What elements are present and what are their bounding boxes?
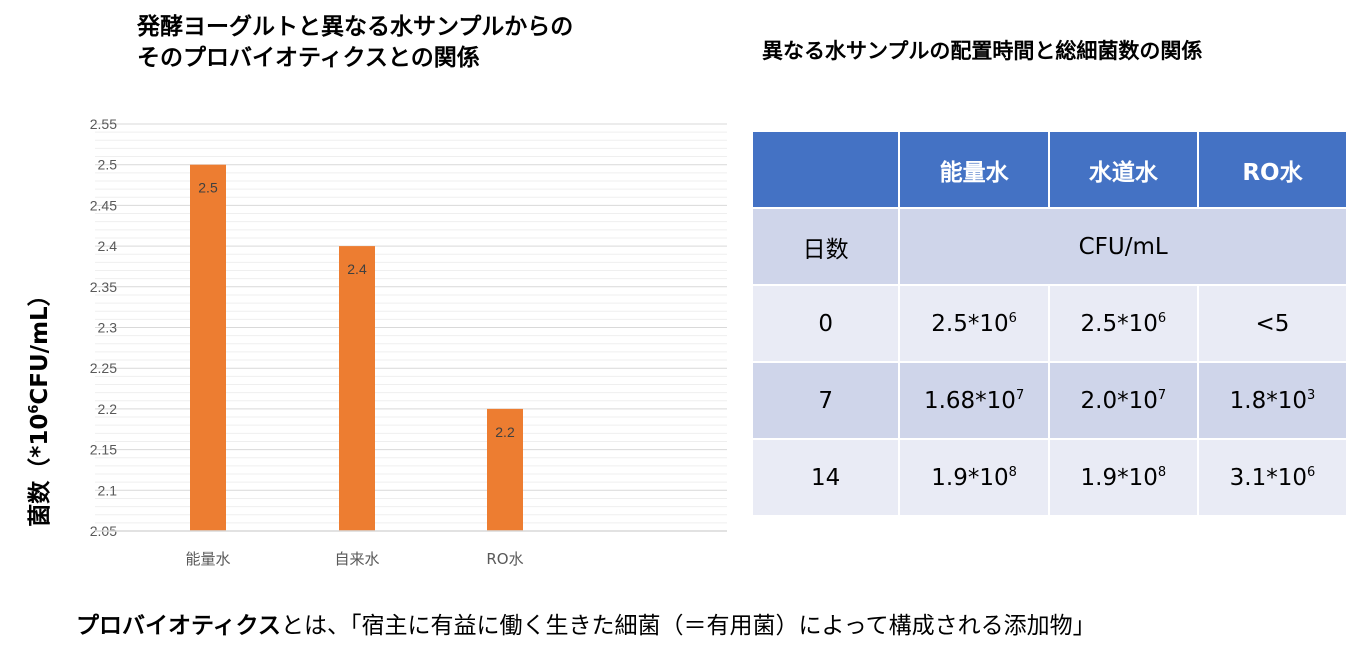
x-tick-label: RO水 (486, 550, 523, 568)
data-label: 2.2 (495, 424, 515, 440)
y-tick-label: 2.1 (98, 482, 118, 498)
y-tick-label: 2.2 (98, 401, 118, 417)
y-tick-label: 2.55 (90, 116, 117, 132)
footer-term: プロバイオティクス (76, 613, 281, 639)
cfu-table: 能量水 水道水 RO水 日数 CFU/mL 0 2.5*106 2.5*106 <5 7 1.… (750, 130, 1349, 517)
y-tick-label: 2.35 (90, 279, 117, 295)
value-cell: 2.5*106 (1047, 284, 1199, 363)
y-tick-label: 2.15 (90, 442, 117, 458)
day-cell: 14 (750, 438, 901, 517)
value-cell: 1.9*108 (898, 438, 1050, 517)
value-cell: 2.0*107 (1047, 361, 1199, 440)
table-row: 14 1.9*108 1.9*108 3.1*106 (750, 438, 1349, 517)
table-row: 7 1.68*107 2.0*107 1.8*103 (750, 361, 1349, 440)
unit-cell: CFU/mL (898, 207, 1348, 286)
table-row: 0 2.5*106 2.5*106 <5 (750, 284, 1349, 363)
bar (487, 408, 523, 531)
y-tick-label: 2.3 (98, 320, 118, 336)
y-tick-label: 2.25 (90, 360, 117, 376)
y-tick-label: 2.5 (98, 157, 118, 173)
value-cell: 2.5*106 (898, 284, 1050, 363)
column-header (750, 130, 901, 209)
value-cell: 3.1*106 (1196, 438, 1349, 517)
chart-title-line-2: そのプロバイオティクスとの関係 (137, 45, 480, 71)
day-cell: 7 (750, 361, 901, 440)
chart-title: 発酵ヨーグルトと異なる水サンプルからの そのプロバイオティクスとの関係 (137, 12, 573, 74)
value-cell: 1.9*108 (1047, 438, 1199, 517)
bar (339, 246, 375, 531)
footer-definition: プロバイオティクスとは、「宿主に有益に働く生きた細菌（＝有用菌）によって構成され… (76, 606, 1096, 640)
table-title: 異なる水サンプルの配置時間と総細菌数の関係 (762, 39, 1203, 63)
day-header: 日数 (750, 207, 901, 286)
y-tick-label: 2.45 (90, 197, 117, 213)
data-label: 2.5 (198, 180, 218, 196)
footer-text: とは、「宿主に有益に働く生きた細菌（＝有用菌）によって構成される添加物」 (280, 613, 1096, 639)
x-tick-label: 自来水 (334, 550, 379, 568)
column-header: RO水 (1196, 130, 1349, 209)
bar (190, 164, 226, 531)
column-header: 水道水 (1047, 130, 1199, 209)
chart-title-line-1: 発酵ヨーグルトと異なる水サンプルからの (137, 14, 574, 40)
y-tick-label: 2.4 (98, 238, 118, 254)
bar-chart: 2.052.12.152.22.252.32.352.42.452.52.552… (90, 116, 727, 568)
data-label: 2.4 (347, 261, 367, 277)
value-cell: <5 (1196, 284, 1349, 363)
x-tick-label: 能量水 (185, 550, 230, 568)
day-cell: 0 (750, 284, 901, 363)
value-cell: 1.68*107 (898, 361, 1050, 440)
column-header: 能量水 (898, 130, 1050, 209)
value-cell: 1.8*103 (1196, 361, 1349, 440)
